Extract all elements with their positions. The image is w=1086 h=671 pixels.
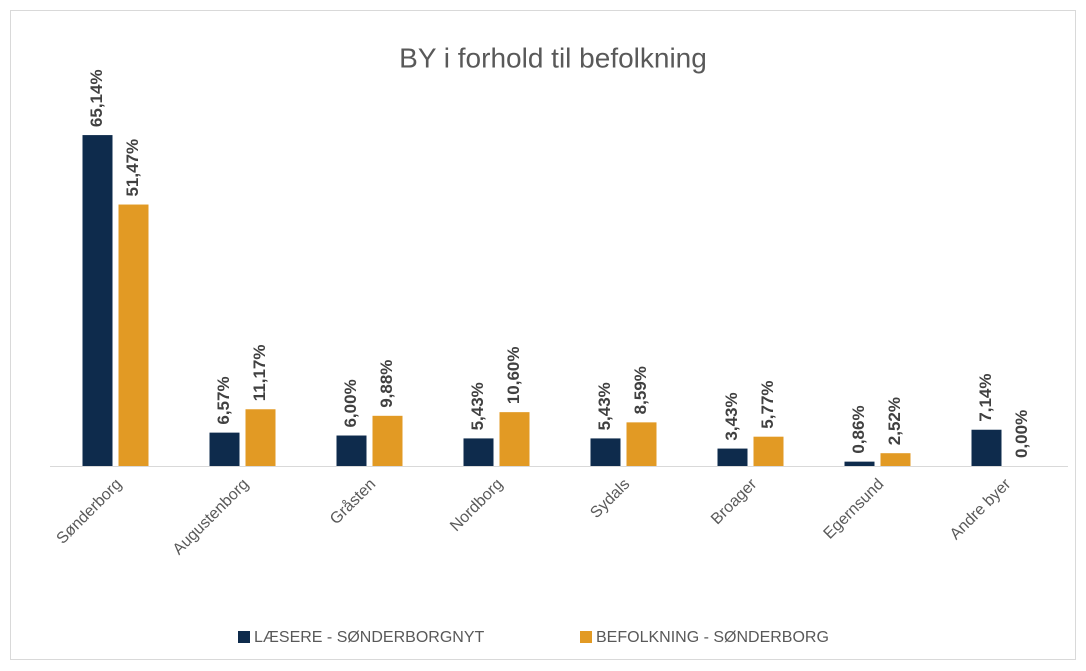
data-label: 10,60% (504, 346, 523, 404)
legend-label: LÆSERE - SØNDERBORGNYT (254, 629, 484, 646)
data-label: 65,14% (87, 69, 106, 127)
bar (844, 461, 875, 466)
bar (753, 436, 784, 466)
data-label: 11,17% (250, 345, 269, 402)
legend-swatch (238, 631, 250, 643)
chart-title: BY i forhold til befolkning (399, 42, 707, 73)
data-label: 3,43% (722, 392, 741, 440)
data-label: 2,52% (885, 397, 904, 445)
bar (717, 448, 748, 466)
bar (590, 438, 621, 466)
data-label: 0,00% (1012, 410, 1031, 458)
data-label: 51,47% (123, 139, 142, 197)
data-label: 0,86% (849, 405, 868, 453)
bar (372, 415, 403, 466)
legend-label: BEFOLKNING - SØNDERBORG (596, 629, 829, 646)
chart-frame (10, 10, 1076, 660)
data-label: 8,59% (631, 366, 650, 414)
bar (463, 438, 494, 466)
bar (209, 432, 240, 466)
data-label: 5,43% (468, 382, 487, 430)
bar (336, 435, 367, 466)
data-label: 6,00% (341, 379, 360, 427)
bar (245, 409, 276, 466)
data-label: 6,57% (214, 376, 233, 424)
data-label: 9,88% (377, 360, 396, 408)
legend-swatch (580, 631, 592, 643)
data-label: 5,77% (758, 380, 777, 428)
bar (971, 429, 1002, 466)
bar (626, 422, 657, 466)
data-label: 5,43% (595, 382, 614, 430)
bar (118, 204, 149, 466)
bar (499, 412, 530, 466)
bar (82, 135, 113, 466)
data-label: 7,14% (976, 374, 995, 422)
bar (880, 453, 911, 466)
